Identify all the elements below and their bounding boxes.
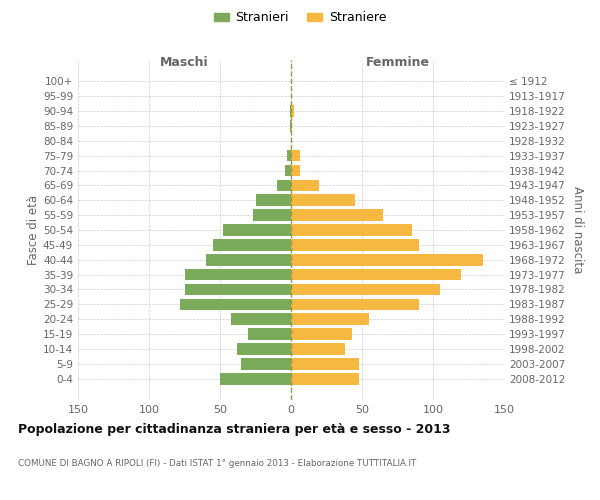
Bar: [291, 358, 359, 370]
Bar: [287, 150, 291, 162]
Bar: [291, 239, 419, 250]
Text: Popolazione per cittadinanza straniera per età e sesso - 2013: Popolazione per cittadinanza straniera p…: [18, 422, 451, 436]
Bar: [206, 254, 291, 266]
Bar: [290, 120, 291, 132]
Bar: [223, 224, 291, 236]
Bar: [291, 164, 299, 176]
Bar: [213, 239, 291, 250]
Bar: [253, 210, 291, 221]
Bar: [291, 254, 483, 266]
Bar: [291, 373, 359, 384]
Bar: [291, 150, 299, 162]
Text: Femmine: Femmine: [365, 56, 430, 70]
Text: Maschi: Maschi: [160, 56, 209, 70]
Bar: [291, 180, 319, 191]
Y-axis label: Anni di nascita: Anni di nascita: [571, 186, 584, 274]
Bar: [237, 343, 291, 355]
Bar: [241, 358, 291, 370]
Bar: [291, 105, 294, 117]
Legend: Stranieri, Straniere: Stranieri, Straniere: [209, 6, 391, 29]
Bar: [248, 328, 291, 340]
Bar: [291, 210, 383, 221]
Bar: [291, 284, 440, 296]
Bar: [220, 373, 291, 384]
Bar: [291, 194, 355, 206]
Bar: [256, 194, 291, 206]
Bar: [232, 314, 291, 325]
Bar: [291, 298, 419, 310]
Bar: [291, 120, 292, 132]
Bar: [185, 269, 291, 280]
Bar: [286, 164, 291, 176]
Bar: [185, 284, 291, 296]
Bar: [291, 269, 461, 280]
Bar: [290, 105, 291, 117]
Bar: [291, 224, 412, 236]
Bar: [291, 343, 345, 355]
Bar: [291, 328, 352, 340]
Bar: [180, 298, 291, 310]
Bar: [291, 314, 369, 325]
Y-axis label: Fasce di età: Fasce di età: [27, 195, 40, 265]
Text: COMUNE DI BAGNO A RIPOLI (FI) - Dati ISTAT 1° gennaio 2013 - Elaborazione TUTTIT: COMUNE DI BAGNO A RIPOLI (FI) - Dati IST…: [18, 458, 416, 468]
Bar: [277, 180, 291, 191]
